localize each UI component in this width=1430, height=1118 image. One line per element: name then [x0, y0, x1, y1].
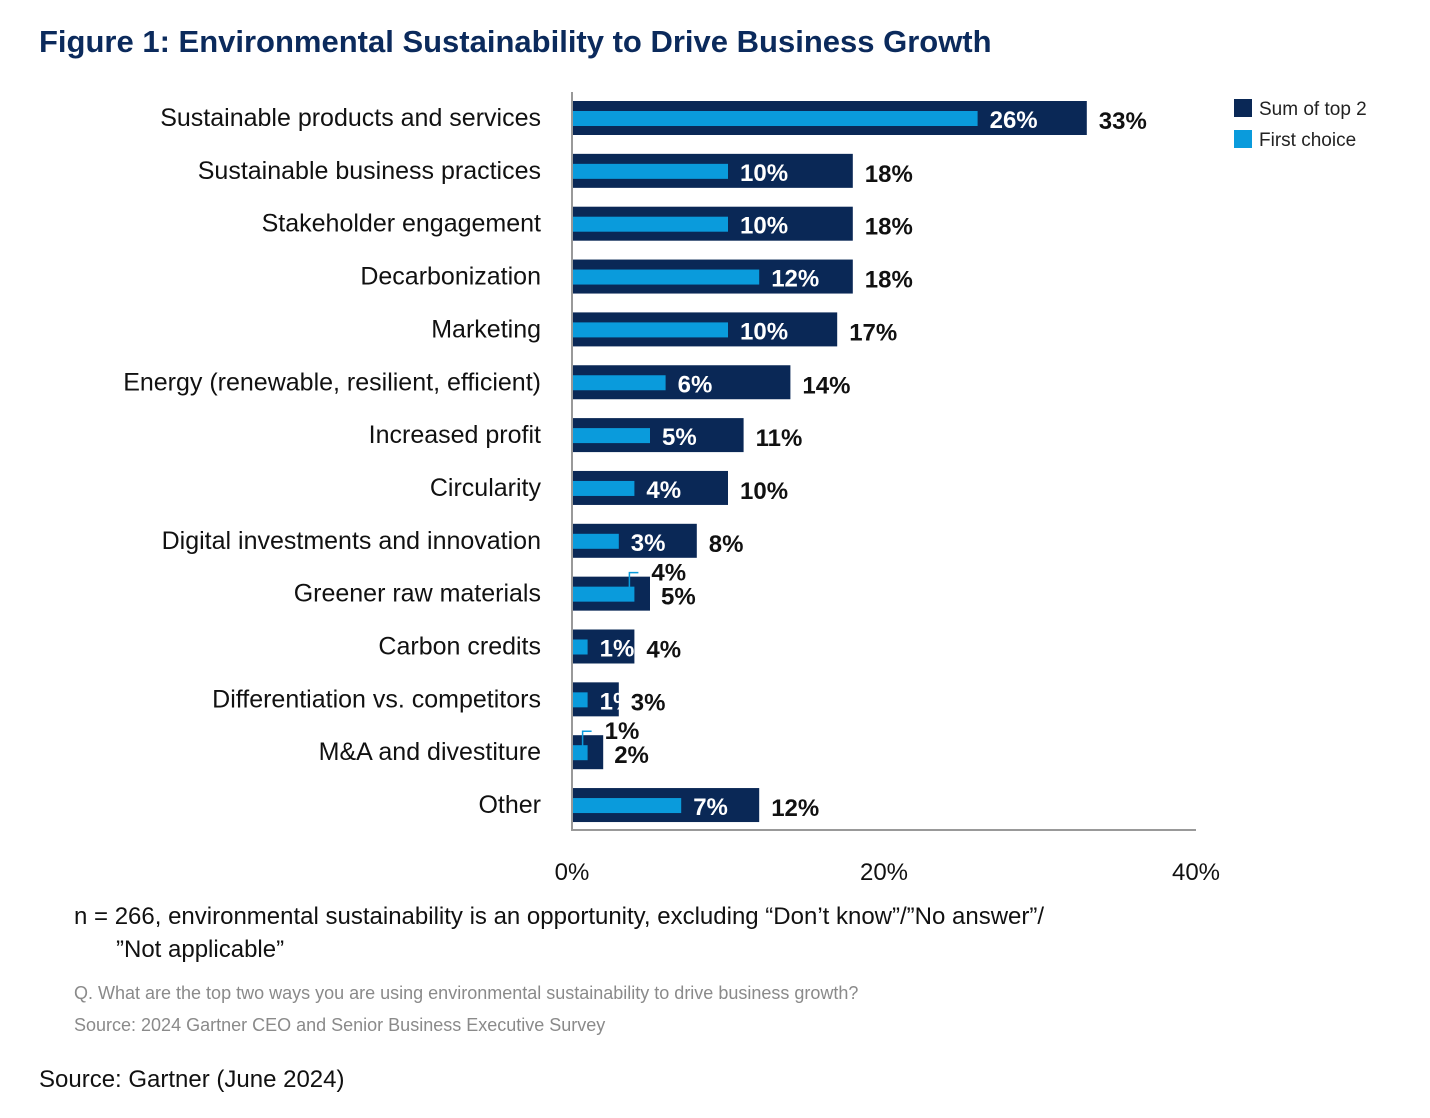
category-label: Greener raw materials: [294, 580, 541, 608]
data-label-first-choice: 1%: [605, 718, 640, 745]
category-label: Circularity: [430, 474, 542, 502]
data-label-sum-of-top-2: 14%: [802, 372, 850, 399]
data-label-first-choice: 10%: [740, 318, 788, 345]
data-label-sum-of-top-2: 10%: [740, 478, 788, 505]
category-label: Carbon credits: [378, 633, 541, 661]
category-label: M&A and divestiture: [319, 738, 541, 766]
legend: Sum of top 2 First choice: [1234, 99, 1367, 151]
category-label: Decarbonization: [360, 263, 541, 291]
bar-first-choice: [572, 692, 588, 708]
data-label-sum-of-top-2: 2%: [614, 742, 649, 769]
data-label-first-choice: 26%: [990, 107, 1038, 134]
data-label-first-choice: 7%: [693, 794, 728, 821]
category-label: Increased profit: [369, 421, 541, 449]
bar-first-choice: [572, 586, 635, 602]
data-label-first-choice: 6%: [678, 371, 713, 398]
survey-source: Source: 2024 Gartner CEO and Senior Busi…: [74, 1015, 605, 1035]
data-label-first-choice: 10%: [740, 160, 788, 187]
data-label-first-choice: 4%: [651, 560, 686, 587]
category-label: Sustainable business practices: [198, 157, 541, 185]
legend-swatch-first-choice: [1234, 130, 1252, 148]
data-label-first-choice: 12%: [771, 266, 819, 293]
leader-line: [628, 571, 639, 590]
chart-title: Figure 1: Environmental Sustainability t…: [39, 24, 992, 59]
legend-label-sum-of-top-2: Sum of top 2: [1259, 99, 1367, 120]
bar-first-choice: [572, 798, 682, 814]
bar-first-choice: [572, 322, 728, 338]
data-label-first-choice: 5%: [662, 424, 697, 451]
data-label-sum-of-top-2: 4%: [646, 637, 681, 664]
bar-first-choice: [572, 639, 588, 655]
sample-note-line2: ”Not applicable”: [116, 936, 284, 963]
category-label: Marketing: [431, 315, 541, 343]
data-label-sum-of-top-2: 17%: [849, 319, 897, 346]
data-label-sum-of-top-2: 33%: [1099, 108, 1147, 135]
bar-first-choice: [572, 375, 666, 391]
bar-first-choice: [572, 745, 588, 761]
bar-first-choice: [572, 533, 619, 549]
survey-question: Q. What are the top two ways you are usi…: [74, 983, 858, 1003]
figure-source: Source: Gartner (June 2024): [39, 1066, 345, 1093]
data-label-first-choice: 10%: [740, 213, 788, 240]
data-label-first-choice: 1%: [600, 636, 635, 663]
x-tick-label: 40%: [1172, 859, 1220, 886]
data-label-sum-of-top-2: 5%: [661, 584, 696, 611]
bar-first-choice: [572, 216, 728, 232]
data-label-sum-of-top-2: 18%: [865, 214, 913, 241]
data-label-sum-of-top-2: 8%: [709, 531, 744, 558]
category-label: Sustainable products and services: [160, 104, 541, 132]
bar-first-choice: [572, 163, 728, 179]
data-label-first-choice: 3%: [631, 530, 666, 557]
bar-first-choice: [572, 428, 650, 444]
data-label-first-choice: 4%: [646, 477, 681, 504]
legend-swatch-sum-of-top-2: [1234, 99, 1252, 117]
leader-line: [581, 730, 592, 749]
bar-first-choice: [572, 480, 635, 496]
category-label: Stakeholder engagement: [262, 210, 541, 238]
x-tick-label: 0%: [555, 859, 590, 886]
category-label: Other: [478, 791, 541, 819]
data-label-first-choice: 1%: [600, 688, 635, 715]
data-label-sum-of-top-2: 18%: [865, 161, 913, 188]
category-label: Digital investments and innovation: [162, 527, 541, 555]
data-label-sum-of-top-2: 11%: [756, 425, 803, 452]
data-label-sum-of-top-2: 12%: [771, 795, 819, 822]
category-label: Differentiation vs. competitors: [212, 685, 541, 713]
legend-label-first-choice: First choice: [1259, 130, 1356, 151]
category-label: Energy (renewable, resilient, efficient): [123, 368, 541, 396]
bar-first-choice: [572, 269, 760, 285]
data-label-sum-of-top-2: 18%: [865, 267, 913, 294]
x-tick-label: 20%: [860, 859, 908, 886]
sample-note-line1: n = 266, environmental sustainability is…: [74, 903, 1044, 930]
bar-first-choice: [572, 111, 978, 126]
data-label-sum-of-top-2: 3%: [631, 689, 666, 716]
